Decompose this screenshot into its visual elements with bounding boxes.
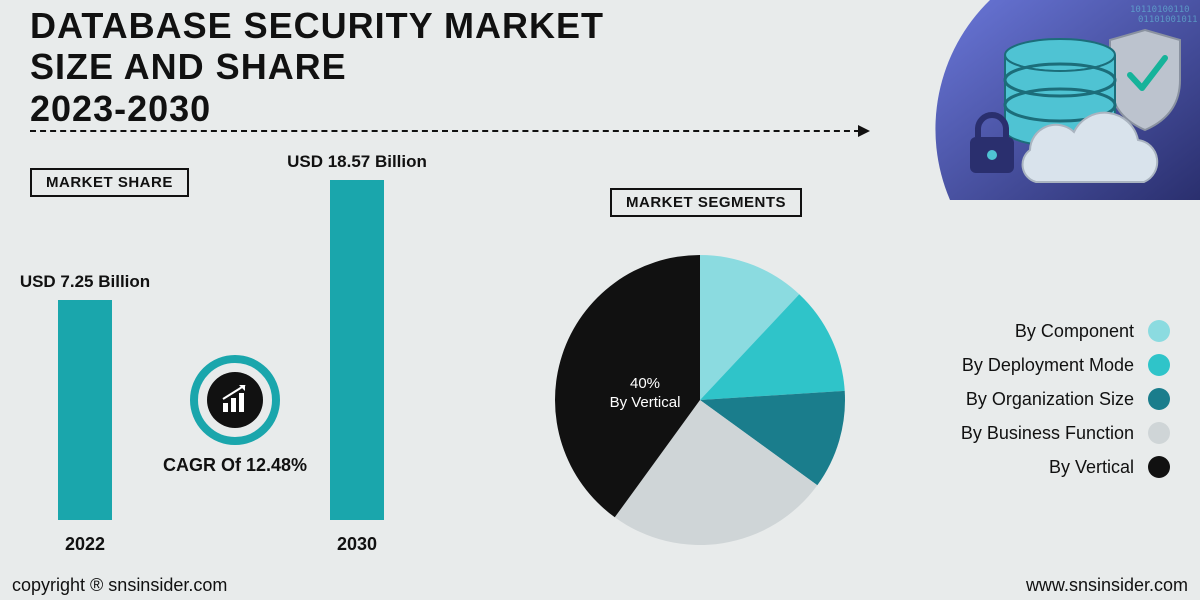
- svg-text:01101001011: 01101001011: [1138, 15, 1198, 25]
- title-arrow: [30, 130, 860, 132]
- pie-callout-pct: 40%: [585, 375, 705, 394]
- market-share-bars: USD 7.25 Billion 2022 USD 18.57 Billion …: [40, 180, 460, 560]
- footer-url: www.snsinsider.com: [1026, 575, 1188, 596]
- legend-label: By Business Function: [961, 423, 1134, 444]
- market-segments-label: MARKET SEGMENTS: [610, 188, 802, 217]
- bar-2022-year: 2022: [35, 534, 135, 555]
- title-line-1: DATABASE SECURITY MARKET: [30, 5, 604, 46]
- legend-swatch-icon: [1148, 422, 1170, 444]
- infographic-page: DATABASE SECURITY MARKET SIZE AND SHARE …: [0, 0, 1200, 600]
- legend-label: By Deployment Mode: [962, 355, 1134, 376]
- legend-swatch-icon: [1148, 388, 1170, 410]
- legend-swatch-icon: [1148, 320, 1170, 342]
- title-line-2: SIZE AND SHARE: [30, 46, 604, 87]
- legend-item: By Component: [870, 320, 1170, 342]
- cagr-text: CAGR Of 12.48%: [130, 455, 340, 476]
- pie-callout: 40% By Vertical: [585, 375, 705, 413]
- growth-chart-icon: [220, 385, 250, 415]
- hero-illustration: 10110100110 01101001011: [880, 0, 1200, 200]
- cagr-ring-icon: [190, 355, 280, 445]
- market-segments-pie: 40% By Vertical: [540, 240, 860, 560]
- svg-text:10110100110: 10110100110: [1130, 5, 1190, 15]
- legend-swatch-icon: [1148, 354, 1170, 376]
- cagr-block: CAGR Of 12.48%: [130, 355, 340, 476]
- legend-label: By Vertical: [1049, 457, 1134, 478]
- legend-label: By Organization Size: [966, 389, 1134, 410]
- legend-item: By Organization Size: [870, 388, 1170, 410]
- cagr-inner-icon: [207, 372, 263, 428]
- legend-label: By Component: [1015, 321, 1134, 342]
- legend-item: By Vertical: [870, 456, 1170, 478]
- pie-callout-name: By Vertical: [585, 394, 705, 413]
- legend-item: By Deployment Mode: [870, 354, 1170, 376]
- legend-item: By Business Function: [870, 422, 1170, 444]
- binary-decoration: 10110100110 01101001011: [1130, 5, 1198, 25]
- page-title: DATABASE SECURITY MARKET SIZE AND SHARE …: [30, 5, 604, 129]
- bar-2030-value: USD 18.57 Billion: [267, 152, 447, 172]
- bar-2022-value: USD 7.25 Billion: [0, 272, 175, 292]
- pie-legend: By Component By Deployment Mode By Organiz…: [870, 320, 1170, 490]
- title-line-3: 2023-2030: [30, 88, 604, 129]
- bar-2030-year: 2030: [307, 534, 407, 555]
- footer-copyright: copyright ® snsinsider.com: [12, 575, 227, 596]
- bar-2022: [58, 300, 112, 520]
- legend-swatch-icon: [1148, 456, 1170, 478]
